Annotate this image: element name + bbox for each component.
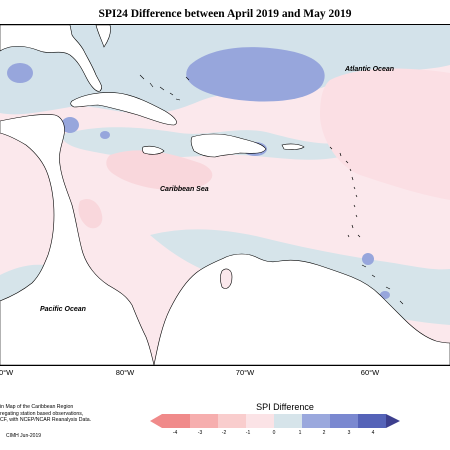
longitude-tick-60w: 60°W <box>360 368 380 377</box>
legend-bin <box>190 414 218 428</box>
pink-patch-left <box>78 198 103 229</box>
credit-footer: CIMH Jun-2019 <box>6 433 42 439</box>
longitude-tick-90w: 90°W <box>0 368 14 377</box>
legend-bin <box>302 414 330 428</box>
legend-bin <box>246 414 274 428</box>
central-america-landmass <box>0 114 155 365</box>
legend-tick: 3 <box>347 430 351 436</box>
credit-line: regating station based observations, <box>0 410 84 417</box>
legend-title: SPI Difference <box>256 402 314 412</box>
lesser-antilles <box>329 146 361 238</box>
jamaica-island <box>142 145 165 155</box>
legend-arrow-right <box>386 414 400 428</box>
credit-line: in Map of the Caribbean Region <box>0 404 74 410</box>
atlantic-ocean-label: Atlantic Ocean <box>344 66 394 73</box>
credit-line: CF, with NCEP/NCAR Reanalysis Data. <box>0 417 92 424</box>
north-coast <box>95 25 111 48</box>
legend-bin <box>330 414 358 428</box>
lake-maracaibo <box>220 268 233 289</box>
legend-tick: 4 <box>371 430 375 436</box>
blue-anomaly-south <box>362 253 374 265</box>
florida-landmass <box>0 25 102 92</box>
caribbean-map: Atlantic Ocean Caribbean Sea Pacific Oce… <box>0 24 450 366</box>
longitude-tick-80w: 80°W <box>115 368 135 377</box>
legend-bin <box>274 414 302 428</box>
credit-text: in Map of the Caribbean Region regating … <box>0 404 120 424</box>
legend-arrow-left <box>150 414 162 428</box>
legend-tick: -1 <box>245 430 251 436</box>
legend-tick: 0 <box>272 430 276 436</box>
legend-bin <box>218 414 246 428</box>
caribbean-sea-label: Caribbean Sea <box>160 186 209 193</box>
puerto-rico-island <box>281 143 305 150</box>
legend-tick: -2 <box>221 430 227 436</box>
blue-anomaly-sw <box>380 291 390 299</box>
legend-tick: 2 <box>322 430 326 436</box>
pacific-ocean-label: Pacific Ocean <box>40 306 86 313</box>
cuba-island <box>70 92 177 126</box>
legend-tick: 1 <box>298 430 302 436</box>
blue-anomaly-small <box>100 131 110 139</box>
guiana-coast <box>361 264 404 305</box>
blue-anomaly-yucatan <box>61 117 79 133</box>
bahamas-islands <box>139 74 190 101</box>
legend-bin <box>358 414 386 428</box>
map-title: SPI24 Difference between April 2019 and … <box>98 8 352 20</box>
legend-tick: -4 <box>172 430 178 436</box>
longitude-tick-70w: 70°W <box>235 368 255 377</box>
caribbean-pink-patch <box>106 150 213 191</box>
hispaniola-island <box>190 133 267 158</box>
blue-anomaly-west <box>7 63 33 83</box>
legend-bin <box>162 414 190 428</box>
longitude-axis: 90°W 80°W 70°W 60°W <box>0 368 450 382</box>
atlantic-pink-patch <box>320 68 450 200</box>
spi-legend-colorbar <box>150 414 400 428</box>
blue-anomaly-north <box>186 47 325 102</box>
legend-tick: -3 <box>197 430 203 436</box>
